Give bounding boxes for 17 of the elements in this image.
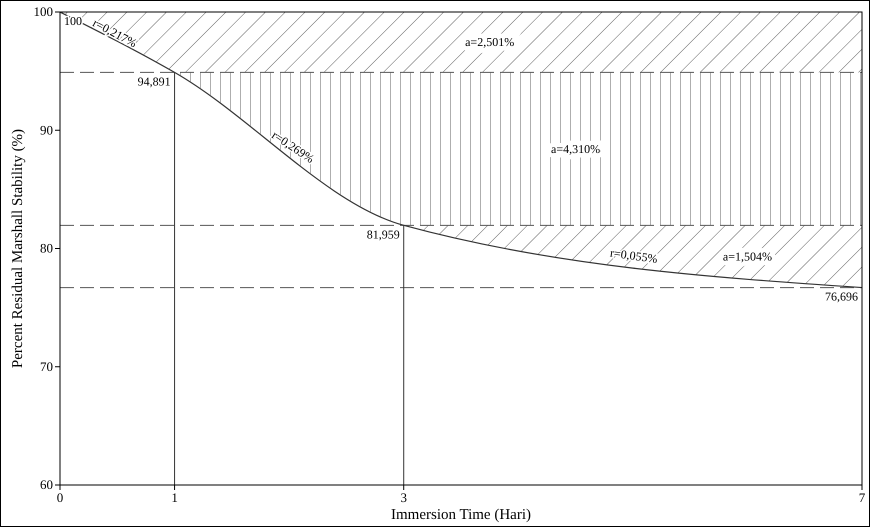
data-label: 94,891 (138, 74, 171, 88)
y-tick-label: 90 (40, 122, 53, 138)
y-tick-label: 70 (40, 358, 53, 374)
x-tick-label: 3 (400, 490, 407, 505)
data-label: 100 (64, 14, 82, 28)
annotation: r=0,055% (609, 246, 658, 266)
x-tick-label: 7 (858, 490, 866, 505)
y-tick-label: 100 (34, 4, 53, 19)
x-axis-title: Immersion Time (Hari) (391, 507, 531, 523)
data-label: 81,959 (366, 227, 400, 242)
data-label: 76,696 (825, 290, 858, 304)
y-tick-label: 80 (40, 240, 53, 256)
y-tick-label: 60 (40, 477, 53, 492)
band-label: a=1,504% (722, 249, 772, 264)
x-tick-label: 0 (56, 490, 64, 505)
y-axis-title: Percent Residual Marshall Stability (%) (10, 128, 26, 368)
x-tick-label: 1 (171, 490, 178, 505)
